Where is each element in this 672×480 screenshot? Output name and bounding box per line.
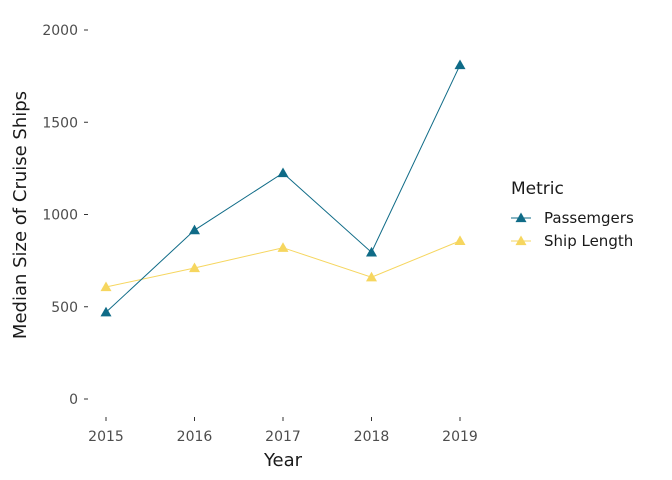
legend-label: Ship Length: [544, 232, 633, 250]
data-point-marker: [100, 306, 112, 317]
x-tick-label: 2015: [88, 429, 124, 445]
series-layer: [100, 59, 466, 317]
y-axis-title: Median Size of Cruise Ships: [10, 91, 31, 339]
data-point-marker: [454, 59, 466, 70]
y-axis: 0 500 1000 1500 2000: [42, 23, 88, 408]
x-tick-label: 2019: [442, 429, 478, 445]
data-point-marker: [277, 167, 289, 178]
data-point-marker: [366, 271, 377, 282]
x-axis: 2015 2016 2017 2018 2019: [88, 417, 478, 445]
data-point-marker: [366, 246, 377, 257]
x-axis-title: Year: [263, 450, 303, 471]
y-tick-label: 2000: [42, 23, 78, 39]
legend-label: Passemgers: [544, 209, 634, 227]
y-tick-label: 500: [51, 300, 78, 316]
x-tick-label: 2016: [177, 429, 213, 445]
x-tick-label: 2018: [354, 429, 390, 445]
data-point-marker: [189, 262, 200, 273]
y-tick-label: 1000: [42, 208, 78, 224]
legend: Metric Passemgers Ship Length: [511, 179, 634, 250]
legend-key-marker: [515, 235, 527, 246]
data-point-marker: [277, 242, 289, 252]
data-point-marker: [189, 224, 200, 235]
legend-title: Metric: [511, 179, 564, 199]
data-point-marker: [100, 281, 112, 292]
legend-key-marker: [515, 212, 527, 223]
x-tick-label: 2017: [265, 429, 301, 445]
y-tick-label: 0: [69, 392, 78, 408]
data-point-marker: [454, 235, 466, 246]
y-tick-label: 1500: [42, 115, 78, 131]
